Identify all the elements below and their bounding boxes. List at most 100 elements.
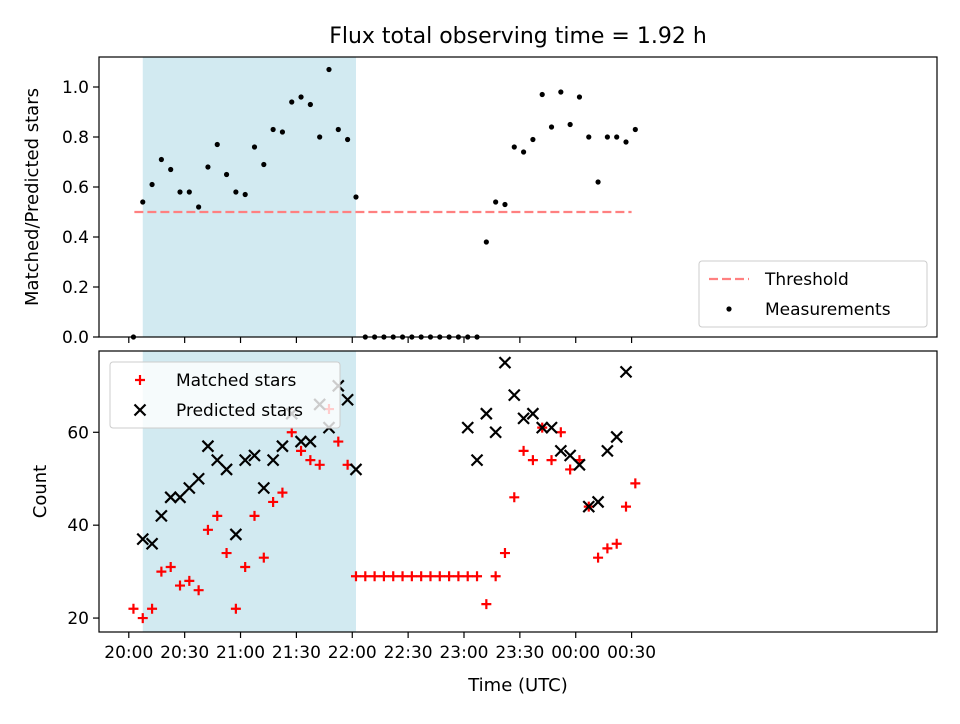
legend-box xyxy=(109,361,341,429)
matched-stars-point xyxy=(509,492,520,503)
matched-stars-point xyxy=(453,571,464,582)
predicted-stars-point xyxy=(220,463,233,476)
predicted-stars-point xyxy=(229,528,243,541)
predicted-stars-point xyxy=(591,495,605,509)
predicted-stars-point xyxy=(201,439,215,453)
measurement-point xyxy=(539,91,545,98)
matched-stars-point xyxy=(202,524,213,535)
predicted-stars-point xyxy=(276,439,289,453)
measurement-point xyxy=(233,189,239,195)
ratio-panel-frame xyxy=(98,56,938,338)
measurement-point xyxy=(353,194,359,200)
measurement-point xyxy=(298,94,304,100)
matched-stars-point xyxy=(481,599,492,610)
predicted-stars-point xyxy=(582,500,596,513)
measurement-point xyxy=(623,139,629,145)
matched-stars-point xyxy=(268,496,279,507)
matched-stars-point xyxy=(602,543,613,554)
matched-stars-point xyxy=(240,561,251,572)
x-tick-label: 20:00 xyxy=(104,643,153,663)
predicted-stars-point xyxy=(573,458,586,472)
x-tick-label: 00:00 xyxy=(551,643,600,663)
matched-stars-point xyxy=(277,487,288,498)
matched-stars-point xyxy=(296,445,307,456)
matched-stars-point xyxy=(388,571,399,582)
matched-stars-point xyxy=(425,571,436,582)
predicted-stars-point xyxy=(155,509,168,523)
matched-stars-point xyxy=(258,552,269,563)
matched-stars-point xyxy=(472,571,483,582)
x-tick-label: 22:00 xyxy=(328,643,377,663)
matched-stars-point xyxy=(490,571,501,582)
predicted-stars-point xyxy=(526,407,540,420)
measurement-point xyxy=(345,136,351,143)
y-tick-label: 60 xyxy=(67,423,89,443)
x-tick-label: 23:00 xyxy=(439,643,488,663)
matched-stars-point xyxy=(462,571,473,582)
legend-measurement-swatch xyxy=(726,306,732,312)
matched-stars-point xyxy=(249,510,260,521)
matched-stars-point xyxy=(621,501,632,512)
predicted-stars-point xyxy=(601,444,614,458)
measurement-point xyxy=(149,181,155,188)
measurement-point xyxy=(530,136,536,143)
predicted-stars-point xyxy=(489,426,502,439)
matched-stars-point xyxy=(128,603,139,614)
y-tick-label: 40 xyxy=(67,516,89,536)
predicted-stars-point xyxy=(294,435,308,448)
measurement-point xyxy=(548,124,555,130)
measurement-point xyxy=(604,134,610,140)
predicted-stars-point xyxy=(248,449,261,462)
legend-label: Matched stars xyxy=(176,371,296,391)
matched-stars-point xyxy=(305,455,316,466)
matched-stars-point xyxy=(350,571,361,582)
matched-stars-point xyxy=(193,585,204,596)
matched-stars-point xyxy=(156,566,167,577)
predicted-stars-point xyxy=(498,356,512,369)
matched-stars-point xyxy=(630,478,641,489)
matched-stars-point xyxy=(221,548,232,559)
predicted-stars-point xyxy=(257,481,271,495)
measurement-point xyxy=(205,164,211,170)
count-y-axis-ticks: 20 40 60 xyxy=(67,423,99,629)
x-tick-label: 22:30 xyxy=(384,643,433,663)
legend-label: Threshold xyxy=(764,270,849,290)
measurement-point xyxy=(483,239,489,245)
measurement-point xyxy=(493,199,499,205)
y-tick-label: 20 xyxy=(67,609,89,629)
matched-stars-point xyxy=(434,571,445,582)
measurement-point xyxy=(196,204,202,210)
matched-stars-point xyxy=(147,603,158,614)
legend-matched-swatch xyxy=(135,375,145,385)
predicted-stars-point xyxy=(461,421,474,434)
matched-stars-point xyxy=(518,445,529,456)
matched-stars-point xyxy=(184,575,195,586)
predicted-stars-point xyxy=(507,388,521,402)
matched-stars-point xyxy=(333,436,344,447)
measurement-point xyxy=(317,134,323,140)
ratio-panel: 0.0 0.2 0.4 0.6 0.8 1.0 Matched/Predicted sta… xyxy=(22,56,938,348)
predicted-stars-point xyxy=(517,412,530,425)
predicted-stars-point xyxy=(183,481,196,495)
y-tick-label: 1.0 xyxy=(62,78,89,98)
measurement-point xyxy=(223,171,230,178)
predicted-stars-point xyxy=(304,435,317,448)
count-y-axis-label: Count xyxy=(30,465,51,518)
measurement-point xyxy=(632,126,638,133)
legend-box xyxy=(698,260,928,328)
measurement-point xyxy=(270,126,276,133)
measurement-point xyxy=(186,189,192,195)
legend-label: Predicted stars xyxy=(176,401,303,421)
measurement-point xyxy=(335,126,341,133)
matched-stars-point xyxy=(360,571,371,582)
predicted-stars-point xyxy=(238,453,252,467)
measurement-point xyxy=(614,134,620,140)
measurement-point xyxy=(586,134,592,140)
matched-stars-point xyxy=(593,552,604,563)
x-tick-label: 23:30 xyxy=(495,643,544,663)
count-plot-area xyxy=(128,356,641,624)
matched-stars-point xyxy=(378,571,389,582)
x-tick-label: 21:00 xyxy=(216,643,265,663)
predicted-stars-point xyxy=(341,393,354,407)
